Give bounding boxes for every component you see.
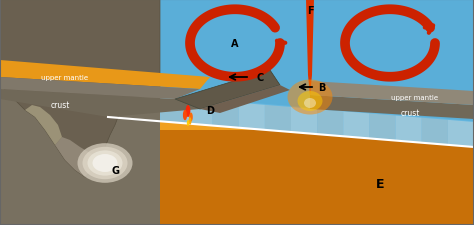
Polygon shape <box>448 120 474 147</box>
Ellipse shape <box>82 147 128 179</box>
Text: C: C <box>256 73 264 83</box>
Bar <box>0 124 474 225</box>
Polygon shape <box>239 103 265 130</box>
Ellipse shape <box>304 99 316 108</box>
Ellipse shape <box>186 106 191 117</box>
Ellipse shape <box>88 151 122 176</box>
Text: B: B <box>319 83 326 93</box>
Polygon shape <box>55 137 100 177</box>
Polygon shape <box>422 118 448 145</box>
Polygon shape <box>306 0 314 96</box>
Bar <box>0 90 474 130</box>
Ellipse shape <box>189 113 193 122</box>
Ellipse shape <box>187 120 189 126</box>
Polygon shape <box>175 71 280 110</box>
Polygon shape <box>0 90 200 117</box>
Ellipse shape <box>288 80 332 115</box>
Polygon shape <box>25 106 62 145</box>
Ellipse shape <box>298 92 322 112</box>
Polygon shape <box>108 92 474 147</box>
Polygon shape <box>310 82 474 106</box>
Ellipse shape <box>183 110 187 121</box>
Ellipse shape <box>92 154 118 172</box>
Text: crust: crust <box>401 109 419 118</box>
Text: F: F <box>307 6 313 16</box>
Text: E: E <box>376 177 384 190</box>
Text: D: D <box>206 106 214 115</box>
Text: upper mantle: upper mantle <box>392 94 438 101</box>
Ellipse shape <box>78 144 133 183</box>
Polygon shape <box>134 95 160 122</box>
Polygon shape <box>108 93 134 120</box>
Polygon shape <box>265 105 291 132</box>
Text: A: A <box>231 39 239 49</box>
Polygon shape <box>0 0 160 177</box>
Polygon shape <box>108 0 474 147</box>
Polygon shape <box>186 99 212 126</box>
Polygon shape <box>0 0 160 225</box>
Polygon shape <box>160 97 186 124</box>
Ellipse shape <box>189 118 191 125</box>
Text: crust: crust <box>50 101 70 110</box>
Polygon shape <box>291 108 317 135</box>
Polygon shape <box>200 86 290 113</box>
Polygon shape <box>310 96 474 119</box>
Polygon shape <box>0 61 210 90</box>
Text: G: G <box>111 165 119 175</box>
Polygon shape <box>396 116 422 143</box>
Polygon shape <box>369 114 396 141</box>
Text: upper mantle: upper mantle <box>41 75 89 81</box>
Polygon shape <box>0 78 200 99</box>
Polygon shape <box>317 110 343 137</box>
Polygon shape <box>212 101 239 128</box>
Polygon shape <box>343 112 369 139</box>
